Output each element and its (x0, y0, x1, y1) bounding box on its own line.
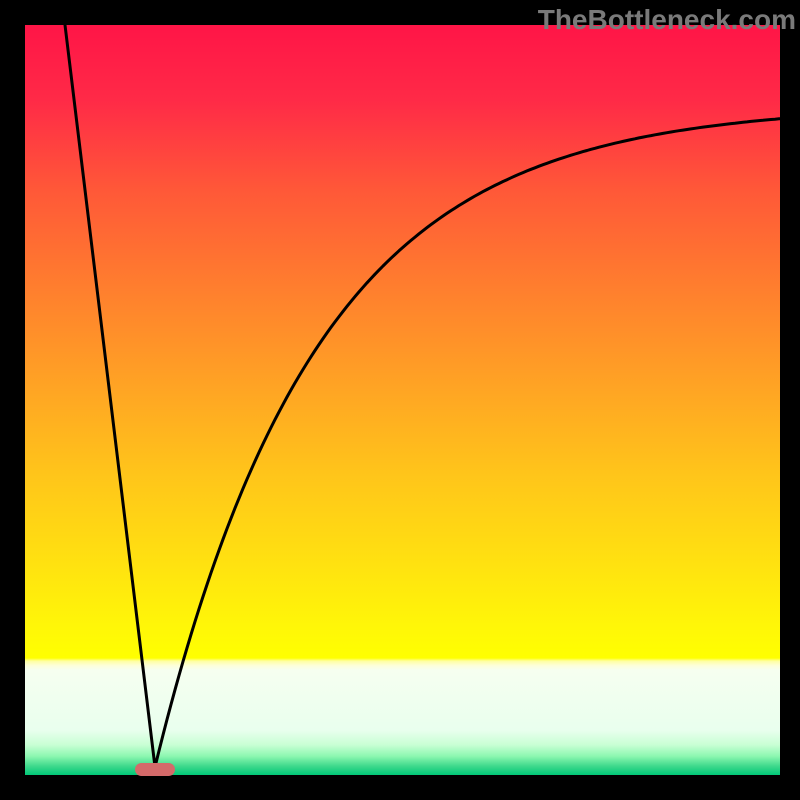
bottleneck-curve (25, 25, 780, 775)
chart-container: TheBottleneck.com (0, 0, 800, 800)
watermark-text: TheBottleneck.com (538, 4, 796, 36)
valley-marker (135, 763, 175, 776)
plot-area (25, 25, 780, 775)
